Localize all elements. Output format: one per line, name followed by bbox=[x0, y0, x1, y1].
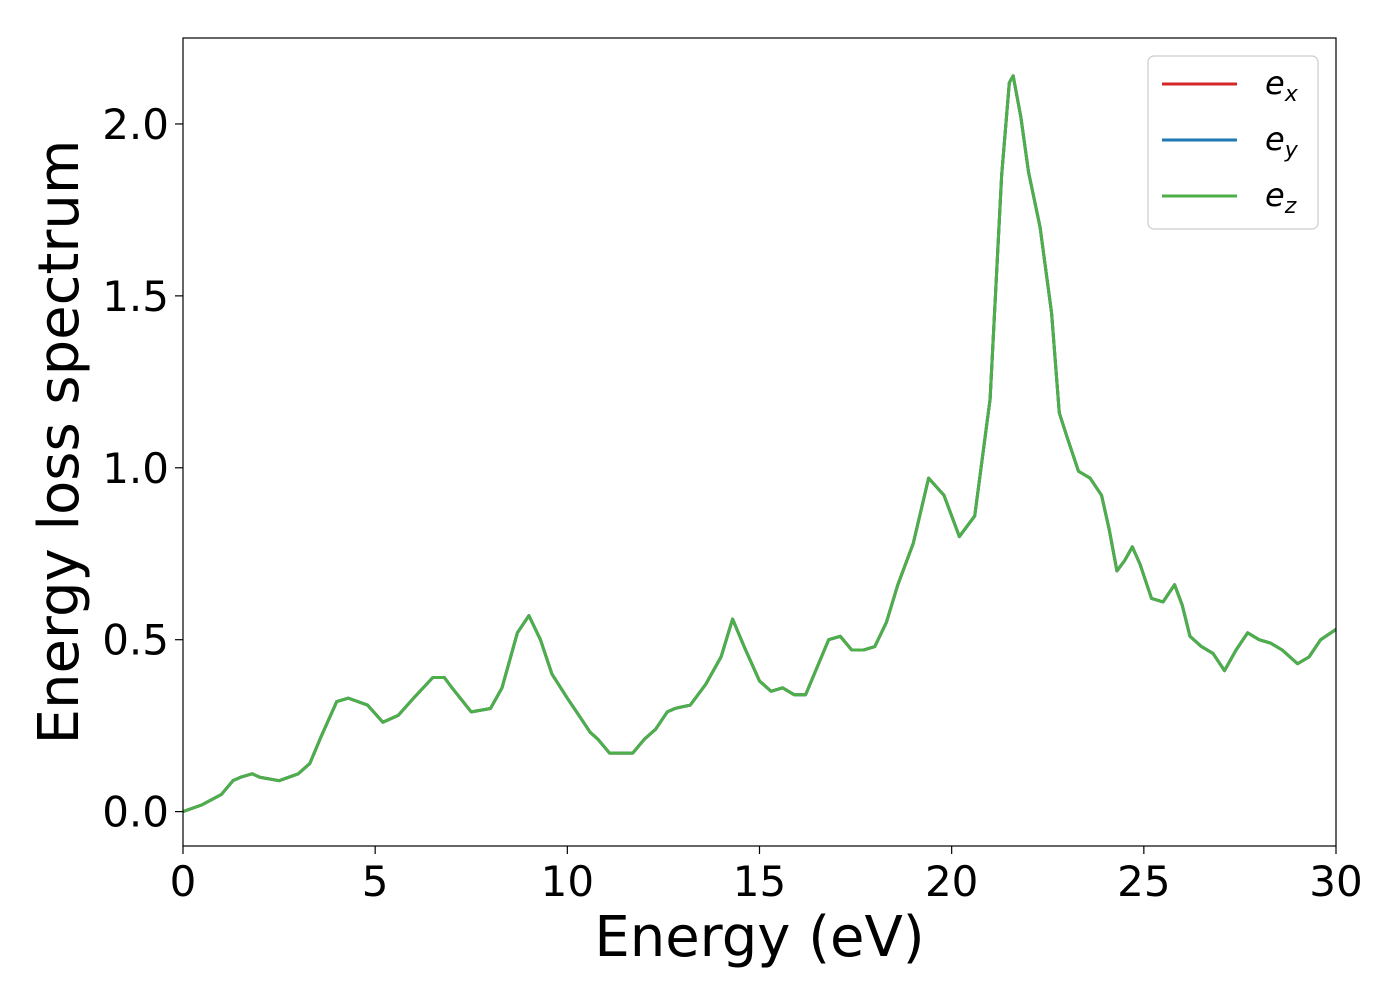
y-tick-label: 0.5 bbox=[102, 616, 169, 665]
y-axis-title: Energy loss spectrum bbox=[27, 140, 92, 745]
legend-label-e-z: ez bbox=[1265, 176, 1297, 219]
x-tick-label: 5 bbox=[362, 857, 389, 906]
series-line-e-z bbox=[183, 74, 1336, 814]
x-axis: 0 5 10 15 20 25 30 bbox=[170, 846, 1363, 906]
series-layer bbox=[183, 74, 1336, 814]
x-tick-label: 25 bbox=[1117, 857, 1170, 906]
y-tick-label: 1.0 bbox=[102, 444, 169, 493]
y-tick-label: 2.0 bbox=[102, 100, 169, 149]
legend-label-e-x: ex bbox=[1265, 64, 1299, 107]
x-tick-label: 15 bbox=[733, 857, 786, 906]
x-axis-title: Energy (eV) bbox=[594, 905, 924, 970]
legend-label-e-y: ey bbox=[1265, 120, 1299, 163]
x-tick-label: 20 bbox=[925, 857, 978, 906]
legend: ex ey ez bbox=[1147, 55, 1319, 230]
y-tick-label: 0.0 bbox=[102, 788, 169, 837]
plot-background bbox=[183, 38, 1336, 846]
x-tick-label: 0 bbox=[170, 857, 197, 906]
y-tick-label: 1.5 bbox=[102, 272, 169, 321]
legend-box bbox=[1147, 55, 1319, 230]
x-tick-label: 30 bbox=[1309, 857, 1362, 906]
y-axis: 0.0 0.5 1.0 1.5 2.0 bbox=[102, 100, 183, 837]
x-tick-label: 10 bbox=[541, 857, 594, 906]
